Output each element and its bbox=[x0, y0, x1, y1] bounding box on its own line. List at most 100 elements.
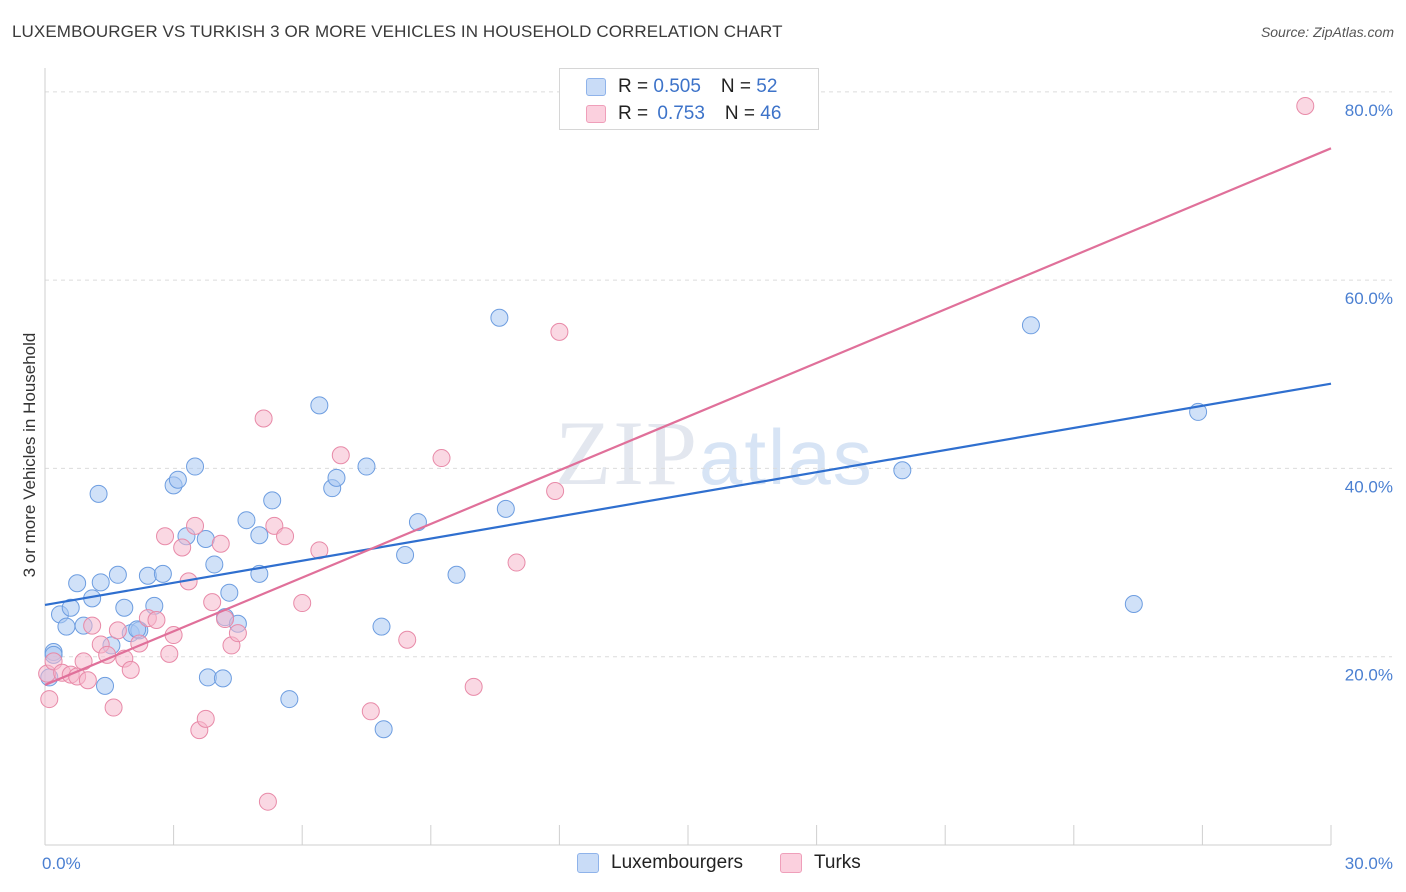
y-axis-title: 3 or more Vehicles in Household bbox=[20, 333, 39, 578]
watermark: ZIPatlas bbox=[555, 400, 874, 506]
data-point bbox=[398, 630, 417, 649]
legend-label-luxembourgers: Luxembourgers bbox=[611, 852, 744, 873]
y-tick-label: 60.0% bbox=[1345, 289, 1393, 308]
data-point bbox=[203, 593, 222, 612]
axes bbox=[44, 68, 1332, 846]
data-point bbox=[490, 308, 509, 327]
data-point bbox=[196, 709, 215, 728]
data-point bbox=[408, 513, 427, 532]
data-point bbox=[213, 669, 232, 688]
legend-n-label: N = bbox=[720, 76, 757, 97]
legend-r-value: 0.753 bbox=[657, 103, 705, 124]
data-point bbox=[357, 457, 376, 476]
legend-r-label: R = bbox=[618, 103, 654, 124]
legend-r-label: R = bbox=[618, 76, 654, 97]
data-point bbox=[250, 526, 269, 545]
legend-item-luxembourgers[interactable]: Luxembourgers bbox=[577, 852, 743, 874]
axis-labels: 20.0% 40.0% 60.0% 80.0% 0.0% 30.0% 3 or more V… bbox=[20, 101, 1393, 873]
legend-swatch-turks bbox=[780, 853, 802, 873]
data-point bbox=[396, 546, 415, 565]
data-point bbox=[205, 555, 224, 574]
data-point bbox=[91, 573, 110, 592]
data-point bbox=[186, 457, 205, 476]
legend-item-turks[interactable]: Turks bbox=[780, 852, 861, 874]
data-point bbox=[550, 322, 569, 341]
data-point bbox=[147, 610, 166, 629]
series-luxembourgers bbox=[40, 308, 1208, 739]
chart-title: LUXEMBOURGER VS TURKISH 3 OR MORE VEHICL… bbox=[12, 22, 783, 41]
legend-swatch-turks bbox=[586, 105, 606, 123]
legend-n-label: N = bbox=[724, 103, 761, 124]
data-point bbox=[447, 565, 466, 584]
x-tick-label: 30.0% bbox=[1345, 854, 1393, 873]
data-point bbox=[331, 446, 350, 465]
data-point bbox=[61, 598, 80, 617]
data-point bbox=[153, 564, 172, 583]
legend-swatch-luxembourgers bbox=[577, 853, 599, 873]
data-point bbox=[361, 702, 380, 721]
data-point bbox=[280, 690, 299, 709]
x-tick-label: 0.0% bbox=[42, 854, 81, 873]
data-point bbox=[1021, 316, 1040, 335]
y-tick-label: 20.0% bbox=[1345, 666, 1393, 685]
legend-swatch-luxembourgers bbox=[586, 78, 606, 96]
data-point bbox=[1296, 96, 1315, 115]
data-point bbox=[108, 621, 127, 640]
data-point bbox=[228, 624, 247, 643]
trend-line bbox=[44, 147, 1332, 686]
data-point bbox=[507, 553, 526, 572]
data-point bbox=[115, 598, 134, 617]
legend-label-turks: Turks bbox=[814, 852, 861, 873]
gridlines bbox=[45, 91, 1392, 658]
data-point bbox=[893, 461, 912, 480]
data-point bbox=[220, 583, 239, 602]
data-point bbox=[432, 449, 451, 468]
data-point bbox=[168, 470, 187, 489]
data-point bbox=[83, 616, 102, 635]
data-point bbox=[327, 468, 346, 487]
data-point bbox=[372, 617, 391, 636]
data-point bbox=[276, 527, 295, 546]
legend-n-value: 46 bbox=[760, 103, 782, 124]
data-point bbox=[293, 594, 312, 613]
data-point bbox=[198, 668, 217, 687]
data-point bbox=[496, 499, 515, 518]
trend-line bbox=[44, 382, 1332, 607]
data-point bbox=[57, 617, 76, 636]
data-point bbox=[374, 720, 393, 739]
watermark-zip: ZIP bbox=[555, 402, 699, 504]
data-point bbox=[186, 516, 205, 535]
data-point bbox=[160, 644, 179, 663]
legend-row-luxembourgers: R = 0.505 N = 52 bbox=[586, 76, 777, 98]
data-point bbox=[258, 792, 277, 811]
data-point bbox=[138, 566, 157, 585]
legend-row-turks: R = 0.753 N = 46 bbox=[586, 103, 781, 125]
data-point bbox=[96, 676, 115, 695]
data-point bbox=[68, 574, 87, 593]
data-point bbox=[89, 484, 108, 503]
data-point bbox=[237, 511, 256, 530]
y-tick-label: 40.0% bbox=[1345, 477, 1393, 496]
data-point bbox=[156, 527, 175, 546]
stats-legend: R = 0.505 N = 52 R = 0.753 N = 46 bbox=[559, 68, 819, 130]
source-credit: Source: ZipAtlas.com bbox=[1260, 24, 1394, 40]
data-point bbox=[173, 538, 192, 557]
data-point bbox=[121, 660, 140, 679]
trend-lines bbox=[44, 147, 1332, 686]
data-point bbox=[310, 396, 329, 415]
data-point bbox=[263, 491, 282, 510]
y-tick-label: 80.0% bbox=[1345, 101, 1393, 120]
legend-n-value: 52 bbox=[756, 76, 778, 97]
data-point bbox=[108, 565, 127, 584]
data-point bbox=[40, 690, 59, 709]
legend-r-value: 0.505 bbox=[653, 76, 701, 97]
watermark-atlas: atlas bbox=[699, 413, 874, 501]
data-point bbox=[1124, 594, 1143, 613]
data-point bbox=[254, 409, 273, 428]
data-point bbox=[546, 482, 565, 501]
data-point bbox=[104, 698, 123, 717]
series-legend: Luxembourgers Turks bbox=[0, 852, 1406, 876]
data-point bbox=[464, 677, 483, 696]
data-point bbox=[211, 534, 230, 553]
